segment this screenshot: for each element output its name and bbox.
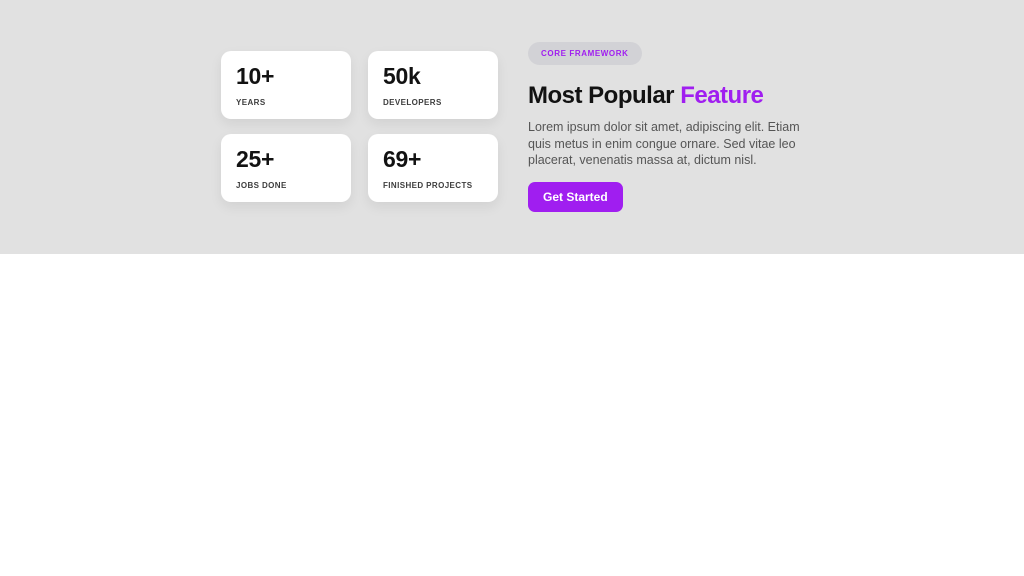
stat-value: 69+ bbox=[383, 146, 422, 173]
stat-label: YEARS bbox=[236, 97, 266, 107]
hero-section: 10+ YEARS 50k DEVELOPERS 25+ JOBS DONE 6… bbox=[0, 0, 1024, 254]
stat-label: FINISHED PROJECTS bbox=[383, 180, 473, 190]
page-body-blank bbox=[0, 254, 1024, 576]
stat-card-finished-projects: 69+ FINISHED PROJECTS bbox=[368, 134, 498, 203]
stat-value: 25+ bbox=[236, 146, 275, 173]
get-started-button[interactable]: Get Started bbox=[528, 181, 623, 212]
stat-card-developers: 50k DEVELOPERS bbox=[368, 51, 498, 120]
stat-label: DEVELOPERS bbox=[383, 97, 442, 107]
stat-card-jobs-done: 25+ JOBS DONE bbox=[221, 134, 351, 203]
heading-highlight: Feature bbox=[680, 82, 764, 110]
section-heading: Most Popular Feature bbox=[528, 82, 810, 110]
hero-container: 10+ YEARS 50k DEVELOPERS 25+ JOBS DONE 6… bbox=[221, 42, 803, 212]
category-badge: CORE FRAMEWORK bbox=[528, 42, 642, 66]
stat-card-years: 10+ YEARS bbox=[221, 51, 351, 120]
stat-label: JOBS DONE bbox=[236, 180, 287, 190]
section-description: Lorem ipsum dolor sit amet, adipiscing e… bbox=[528, 120, 800, 168]
stats-grid: 10+ YEARS 50k DEVELOPERS 25+ JOBS DONE 6… bbox=[221, 51, 498, 203]
heading-text: Most Popular bbox=[528, 82, 675, 110]
stat-value: 10+ bbox=[236, 63, 275, 90]
feature-content: CORE FRAMEWORK Most Popular Feature Lore… bbox=[528, 42, 810, 212]
stat-value: 50k bbox=[383, 63, 421, 90]
